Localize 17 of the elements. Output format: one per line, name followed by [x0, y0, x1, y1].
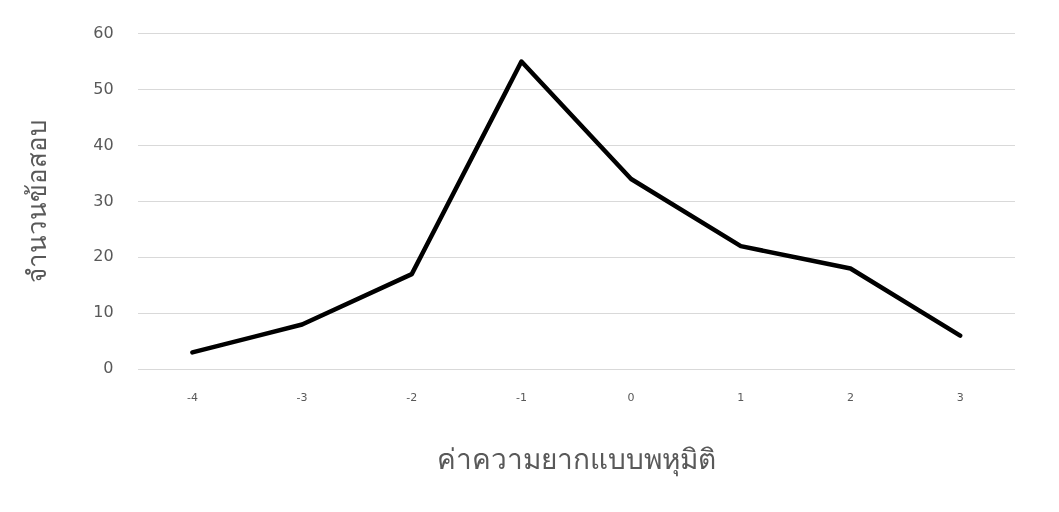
x-tick-label: -2: [406, 390, 418, 404]
x-tick-label: 2: [846, 390, 854, 404]
x-tick-label: 3: [956, 390, 964, 404]
y-axis-title: จำนวนข้อสอบ: [23, 119, 53, 284]
y-tick-label: 0: [103, 358, 114, 378]
x-tick-label: 0: [627, 390, 635, 404]
y-tick-label: 30: [93, 190, 114, 210]
y-tick-label: 50: [93, 78, 114, 98]
y-tick-label: 20: [93, 246, 114, 266]
y-tick-label: 10: [93, 302, 114, 322]
y-tick-label: 40: [93, 134, 114, 154]
x-tick-label: -4: [186, 390, 198, 404]
x-tick-label: -3: [296, 390, 308, 404]
x-tick-label: 1: [737, 390, 745, 404]
y-tick-label: 60: [93, 22, 114, 42]
x-axis-title: ค่าความยากแบบพหุมิติ: [436, 443, 716, 477]
x-tick-label: -1: [515, 390, 527, 404]
